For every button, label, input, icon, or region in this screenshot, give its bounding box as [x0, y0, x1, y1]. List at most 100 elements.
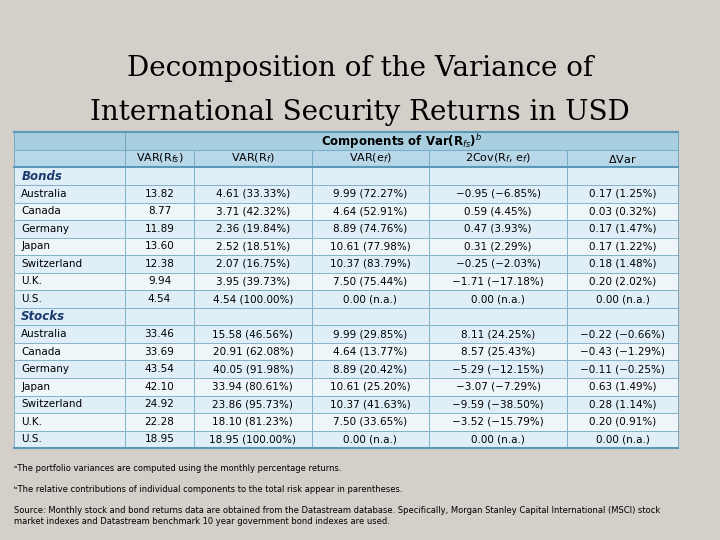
Bar [125, 238, 194, 255]
FancyBboxPatch shape [125, 431, 194, 448]
FancyBboxPatch shape [567, 361, 678, 378]
FancyBboxPatch shape [312, 413, 429, 431]
Bar [429, 343, 567, 361]
Text: 10.61 (25.20%): 10.61 (25.20%) [330, 382, 410, 392]
Text: Japan: Japan [22, 382, 50, 392]
Bar [312, 220, 429, 238]
Text: 0.17 (1.25%): 0.17 (1.25%) [589, 188, 657, 199]
Text: −1.71 (−17.18%): −1.71 (−17.18%) [452, 276, 544, 287]
Bar [312, 255, 429, 273]
Bar [312, 395, 429, 413]
Text: ᵇThe relative contributions of individual components to the total risk appear in: ᵇThe relative contributions of individua… [14, 485, 403, 494]
Bar [429, 431, 567, 448]
FancyBboxPatch shape [429, 150, 567, 167]
FancyBboxPatch shape [194, 291, 312, 308]
Text: 0.20 (0.91%): 0.20 (0.91%) [589, 417, 657, 427]
Text: Germany: Germany [22, 224, 69, 234]
Bar [194, 325, 312, 343]
Text: −0.25 (−2.03%): −0.25 (−2.03%) [456, 259, 541, 269]
Bar [194, 150, 312, 167]
Text: −9.59 (−38.50%): −9.59 (−38.50%) [452, 399, 544, 409]
Bar [194, 202, 312, 220]
Text: 0.63 (1.49%): 0.63 (1.49%) [589, 382, 657, 392]
FancyBboxPatch shape [125, 273, 194, 291]
Text: −0.22 (−0.66%): −0.22 (−0.66%) [580, 329, 665, 339]
Text: 10.37 (83.79%): 10.37 (83.79%) [330, 259, 410, 269]
Text: VAR(e$_f$): VAR(e$_f$) [349, 152, 392, 165]
FancyBboxPatch shape [429, 343, 567, 361]
Bar [125, 291, 194, 308]
FancyBboxPatch shape [312, 167, 429, 185]
FancyBboxPatch shape [567, 325, 678, 343]
Text: 8.89 (20.42%): 8.89 (20.42%) [333, 364, 408, 374]
Bar [14, 343, 125, 361]
Text: 0.47 (3.93%): 0.47 (3.93%) [464, 224, 532, 234]
Text: ᵃThe portfolio variances are computed using the monthly percentage returns.: ᵃThe portfolio variances are computed us… [14, 464, 342, 473]
Text: 13.82: 13.82 [145, 188, 174, 199]
Bar [567, 395, 678, 413]
FancyBboxPatch shape [312, 202, 429, 220]
Text: Australia: Australia [22, 329, 68, 339]
Bar [194, 378, 312, 395]
Text: International Security Returns in USD: International Security Returns in USD [90, 99, 630, 126]
Text: 3.95 (39.73%): 3.95 (39.73%) [216, 276, 290, 287]
Text: U.S.: U.S. [22, 294, 42, 304]
Bar [567, 167, 678, 185]
Text: 42.10: 42.10 [145, 382, 174, 392]
FancyBboxPatch shape [14, 291, 125, 308]
Text: Decomposition of the Variance of: Decomposition of the Variance of [127, 55, 593, 82]
Text: 8.57 (25.43%): 8.57 (25.43%) [461, 347, 536, 357]
Text: 2.36 (19.84%): 2.36 (19.84%) [216, 224, 290, 234]
Bar [312, 202, 429, 220]
FancyBboxPatch shape [312, 378, 429, 395]
FancyBboxPatch shape [194, 431, 312, 448]
Bar [125, 185, 194, 202]
Text: 22.28: 22.28 [145, 417, 174, 427]
Text: 18.95: 18.95 [145, 434, 174, 444]
Bar [14, 167, 125, 185]
FancyBboxPatch shape [125, 202, 194, 220]
Text: 0.17 (1.47%): 0.17 (1.47%) [589, 224, 657, 234]
Bar [125, 395, 194, 413]
Bar [312, 343, 429, 361]
Text: 8.77: 8.77 [148, 206, 171, 217]
Text: 4.64 (52.91%): 4.64 (52.91%) [333, 206, 408, 217]
Bar [312, 413, 429, 431]
Bar [125, 308, 194, 325]
FancyBboxPatch shape [312, 343, 429, 361]
Text: 8.11 (24.25%): 8.11 (24.25%) [461, 329, 536, 339]
FancyBboxPatch shape [429, 238, 567, 255]
Text: −0.43 (−1.29%): −0.43 (−1.29%) [580, 347, 665, 357]
Bar [429, 202, 567, 220]
FancyBboxPatch shape [14, 167, 125, 185]
FancyBboxPatch shape [14, 150, 125, 167]
Text: 12.38: 12.38 [145, 259, 174, 269]
Bar [312, 150, 429, 167]
Text: 2.52 (18.51%): 2.52 (18.51%) [216, 241, 290, 252]
FancyBboxPatch shape [125, 255, 194, 273]
FancyBboxPatch shape [14, 395, 125, 413]
FancyBboxPatch shape [567, 185, 678, 202]
FancyBboxPatch shape [567, 220, 678, 238]
Bar [14, 378, 125, 395]
Text: Germany: Germany [22, 364, 69, 374]
Text: VAR(R$_{fs}$): VAR(R$_{fs}$) [136, 152, 184, 165]
FancyBboxPatch shape [429, 361, 567, 378]
Text: Switzerland: Switzerland [22, 399, 82, 409]
FancyBboxPatch shape [14, 325, 125, 343]
Text: 0.18 (1.48%): 0.18 (1.48%) [589, 259, 657, 269]
Bar [194, 167, 312, 185]
FancyBboxPatch shape [312, 238, 429, 255]
Text: Japan: Japan [22, 241, 50, 252]
Bar [14, 308, 125, 325]
FancyBboxPatch shape [312, 255, 429, 273]
FancyBboxPatch shape [14, 308, 125, 325]
Text: 33.69: 33.69 [145, 347, 174, 357]
FancyBboxPatch shape [125, 413, 194, 431]
Bar [14, 395, 125, 413]
FancyBboxPatch shape [567, 343, 678, 361]
Bar [312, 291, 429, 308]
Bar [194, 413, 312, 431]
Text: 0.59 (4.45%): 0.59 (4.45%) [464, 206, 532, 217]
Bar [429, 308, 567, 325]
